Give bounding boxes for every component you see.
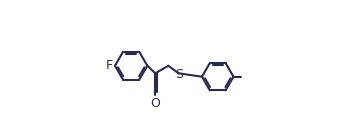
Text: S: S (175, 68, 183, 81)
Text: F: F (106, 59, 113, 72)
Text: O: O (150, 97, 160, 110)
